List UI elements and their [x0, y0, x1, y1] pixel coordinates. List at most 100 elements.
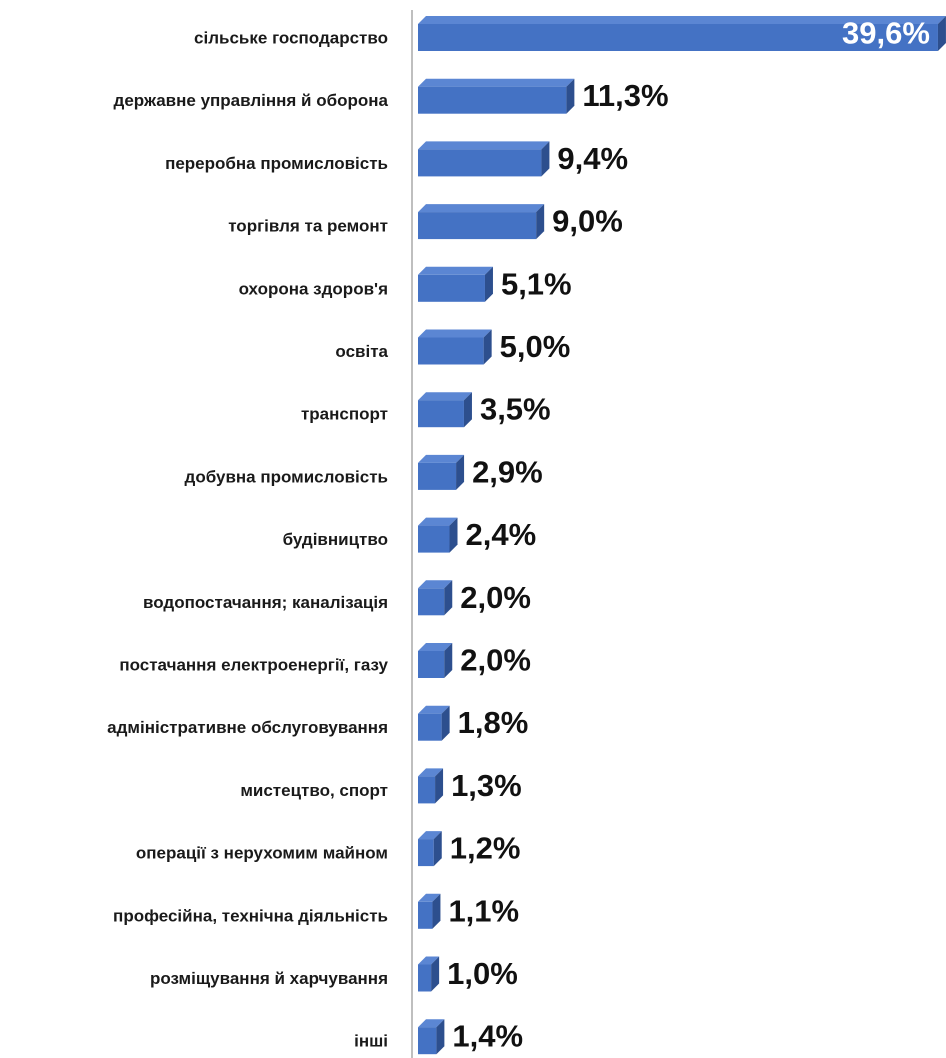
bar-side-face: [435, 768, 444, 804]
bar-side-face: [463, 392, 472, 428]
bar-group: [418, 392, 472, 428]
category-label: переробна промисловість: [165, 154, 388, 173]
bar: [418, 337, 484, 365]
bar-group: [418, 454, 465, 490]
category-label: сільське господарство: [194, 29, 388, 48]
bar-group: [418, 1019, 445, 1055]
data-label: 5,1%: [501, 266, 572, 301]
bar-top-face: [418, 643, 453, 651]
bar-group: [418, 329, 492, 365]
bar-side-face: [431, 956, 440, 992]
data-label: 39,6%: [842, 16, 930, 51]
bar-group: [418, 956, 440, 992]
bar-group: [418, 78, 575, 114]
bar-top-face: [418, 517, 458, 526]
bar-top-face: [418, 204, 545, 213]
bar-side-face: [441, 705, 450, 741]
category-label: державне управління й оборона: [114, 91, 389, 110]
bar: [418, 86, 567, 114]
bar: [418, 149, 542, 177]
bar-group: [418, 517, 458, 553]
bar: [418, 274, 485, 302]
bar-top-face: [418, 454, 465, 463]
data-label: 1,1%: [448, 893, 519, 928]
category-label: мистецтво, спорт: [240, 781, 388, 800]
bar-top-face: [418, 392, 472, 401]
bar-group: [418, 580, 453, 616]
data-label: 1,8%: [458, 705, 529, 740]
bar: [418, 713, 442, 741]
bar-side-face: [432, 893, 441, 929]
data-label: 1,4%: [452, 1019, 523, 1054]
bar-top-face: [418, 705, 450, 714]
category-label: водопостачання; каналізація: [143, 593, 388, 612]
bar-top-face: [418, 266, 493, 275]
bar-side-face: [444, 643, 453, 678]
category-label: адміністративне обслуговування: [107, 718, 388, 737]
bar-top-face: [418, 893, 441, 902]
data-label: 9,4%: [557, 141, 628, 176]
category-label: освіта: [335, 342, 388, 361]
bar-group: [418, 705, 450, 741]
category-label: торгівля та ремонт: [228, 217, 388, 236]
bar-side-face: [433, 831, 442, 867]
bar-group: [418, 643, 453, 678]
bar-side-face: [566, 78, 575, 114]
bar: [418, 1027, 437, 1055]
bar-top-face: [418, 78, 575, 87]
category-label: добувна промисловість: [185, 467, 388, 486]
bar: [418, 462, 457, 490]
data-label: 2,0%: [460, 580, 531, 615]
category-label: операції з нерухомим майном: [136, 844, 388, 863]
bar-top-face: [418, 956, 440, 965]
bar-group: [418, 204, 545, 240]
data-label: 11,3%: [582, 78, 668, 113]
bar-group: [418, 141, 550, 177]
category-label: професійна, технічна діяльність: [113, 906, 388, 925]
data-label: 2,4%: [466, 517, 537, 552]
bar-side-face: [483, 329, 492, 365]
bar-side-face: [456, 454, 465, 490]
data-label: 2,9%: [472, 454, 543, 489]
bar: [418, 964, 432, 992]
bar-group: [418, 266, 493, 302]
data-label: 1,2%: [450, 831, 521, 866]
bar-side-face: [484, 266, 493, 302]
data-label: 1,0%: [447, 956, 518, 991]
bar-group: [418, 768, 444, 804]
bar: [418, 588, 445, 616]
bar: [418, 24, 938, 51]
bar: [418, 776, 436, 804]
bar-top-face: [418, 831, 442, 840]
bar-side-face: [449, 517, 458, 553]
bar: [418, 839, 434, 867]
category-label: постачання електроенергії, газу: [119, 656, 388, 675]
bar-side-face: [937, 16, 946, 51]
data-label: 2,0%: [460, 643, 531, 678]
data-label: 3,5%: [480, 392, 551, 427]
bar-top-face: [418, 1019, 445, 1028]
bar-group: [418, 831, 442, 867]
data-label: 5,0%: [500, 329, 571, 364]
bar-side-face: [436, 1019, 445, 1055]
category-label: охорона здоров'я: [239, 279, 388, 298]
bar-group: [418, 16, 946, 51]
bar: [418, 901, 433, 929]
bar-top-face: [418, 16, 946, 24]
bar-top-face: [418, 580, 453, 589]
bar-side-face: [541, 141, 550, 177]
category-label: будівництво: [283, 530, 388, 549]
bar: [418, 212, 537, 240]
bar: [418, 400, 464, 428]
bar: [418, 651, 445, 678]
category-label: інші: [354, 1032, 388, 1051]
bar-side-face: [444, 580, 453, 616]
category-label: транспорт: [301, 405, 388, 424]
category-label: розміщування й харчування: [150, 969, 388, 988]
bar-top-face: [418, 141, 550, 150]
bar-top-face: [418, 768, 444, 777]
data-label: 9,0%: [552, 204, 623, 239]
bar: [418, 525, 450, 553]
bar-side-face: [536, 204, 545, 240]
